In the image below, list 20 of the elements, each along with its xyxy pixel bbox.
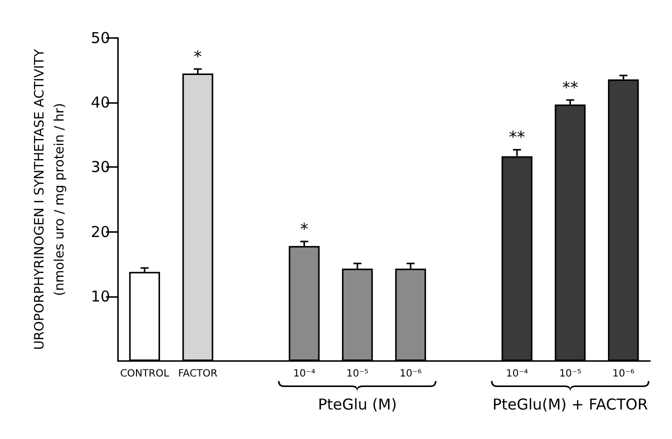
x-tick-label: 10⁻⁴ bbox=[293, 368, 316, 380]
x-tick-label: 10⁻⁶ bbox=[400, 368, 422, 380]
x-tick-label: 10⁻⁵ bbox=[346, 368, 368, 380]
data-label: * bbox=[194, 47, 202, 66]
text: PteGlu (M) bbox=[318, 396, 397, 414]
y-tick-label: 40 bbox=[90, 94, 110, 112]
x-tick-label: 10⁻⁴ bbox=[506, 368, 528, 380]
y-axis-title: UROPORPHYRINOGEN I SYNTHETASE ACTIVITY (nmoles uro / mg protein / hr) bbox=[32, 49, 68, 350]
y-tick-label: 10 bbox=[90, 287, 110, 306]
data-label: * bbox=[300, 220, 308, 239]
x-tick-label: 10⁻⁶ bbox=[612, 368, 634, 380]
data-label: ** bbox=[562, 78, 578, 98]
y-tick-label: 30 bbox=[90, 158, 110, 176]
y-tick-label: 20 bbox=[90, 222, 110, 241]
data-label: ** bbox=[509, 128, 525, 147]
x-tick-label: 10⁻⁵ bbox=[559, 368, 582, 380]
text: PteGlu(M) + FACTOR bbox=[492, 396, 648, 414]
x-tick-label: CONTROL bbox=[120, 368, 170, 380]
y-tick-label: 50 bbox=[90, 29, 110, 47]
x-tick-label: FACTOR bbox=[178, 368, 218, 380]
